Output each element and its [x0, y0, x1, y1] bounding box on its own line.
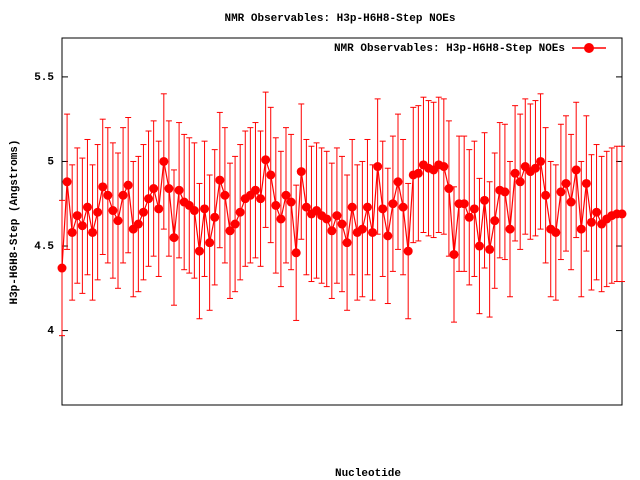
point: [566, 197, 576, 207]
point: [510, 168, 520, 178]
point: [230, 219, 240, 229]
point: [210, 212, 220, 222]
point: [536, 156, 546, 166]
y-tick-label: 5.5: [34, 72, 54, 84]
point: [393, 177, 403, 187]
point: [485, 244, 495, 254]
point: [266, 170, 276, 180]
point: [469, 204, 479, 214]
y-tick-label: 4: [47, 325, 54, 337]
point: [383, 231, 393, 241]
point: [72, 211, 82, 221]
point: [398, 202, 408, 212]
point: [500, 187, 510, 197]
legend-label: NMR Observables: H3p-H6H8-Step NOEs: [334, 43, 565, 55]
point: [439, 162, 449, 172]
point: [592, 207, 602, 217]
point: [357, 224, 367, 234]
point: [225, 226, 235, 236]
point: [327, 226, 337, 236]
point: [235, 207, 245, 217]
point: [113, 216, 123, 226]
point: [413, 168, 423, 178]
point: [515, 177, 525, 187]
point: [250, 185, 260, 195]
point: [261, 155, 271, 165]
point: [200, 204, 210, 214]
point: [480, 195, 490, 205]
chart-title: NMR Observables: H3p-H6H8-Step NOEs: [224, 13, 455, 25]
point: [576, 224, 586, 234]
point: [77, 221, 87, 231]
point: [581, 178, 591, 188]
point: [296, 167, 306, 177]
point: [561, 178, 571, 188]
point: [144, 194, 154, 204]
point: [530, 163, 540, 173]
point: [556, 187, 566, 197]
point: [474, 241, 484, 251]
point: [159, 156, 169, 166]
point: [194, 246, 204, 256]
point: [571, 165, 581, 175]
point: [281, 190, 291, 200]
point: [373, 162, 383, 172]
point: [149, 184, 159, 194]
point: [174, 185, 184, 195]
point: [133, 219, 143, 229]
point: [256, 194, 266, 204]
point: [98, 182, 108, 192]
y-tick-label: 4.5: [34, 241, 54, 253]
point: [362, 202, 372, 212]
y-axis-label: H3p-H6H8-Step (Angstroms): [9, 139, 21, 304]
point: [189, 206, 199, 216]
point: [337, 219, 347, 229]
point: [62, 177, 72, 187]
point: [82, 202, 92, 212]
point: [342, 238, 352, 248]
point: [449, 249, 459, 259]
point: [205, 238, 215, 248]
point: [617, 209, 627, 219]
x-axis-label: Nucleotide: [335, 468, 401, 480]
point: [67, 227, 77, 237]
point: [88, 227, 98, 237]
point: [108, 206, 118, 216]
point: [138, 207, 148, 217]
point: [464, 212, 474, 222]
point: [403, 246, 413, 256]
point: [118, 190, 128, 200]
point: [169, 233, 179, 243]
point: [505, 224, 515, 234]
point: [271, 200, 281, 210]
point: [444, 184, 454, 194]
point: [388, 199, 398, 209]
point: [551, 227, 561, 237]
point: [378, 204, 388, 214]
point: [57, 263, 67, 273]
point: [93, 207, 103, 217]
point: [459, 199, 469, 209]
point: [541, 190, 551, 200]
point: [220, 190, 230, 200]
point: [368, 227, 378, 237]
y-tick-label: 5: [47, 156, 54, 168]
point: [123, 180, 133, 190]
point: [276, 214, 286, 224]
point: [347, 202, 357, 212]
point: [291, 248, 301, 258]
point: [215, 175, 225, 185]
point: [164, 184, 174, 194]
point: [490, 216, 500, 226]
point: [301, 202, 311, 212]
point: [586, 217, 596, 227]
point: [103, 190, 113, 200]
point: [154, 204, 164, 214]
point: [322, 214, 332, 224]
legend-marker: [584, 43, 594, 53]
point: [286, 197, 296, 207]
point: [332, 211, 342, 221]
